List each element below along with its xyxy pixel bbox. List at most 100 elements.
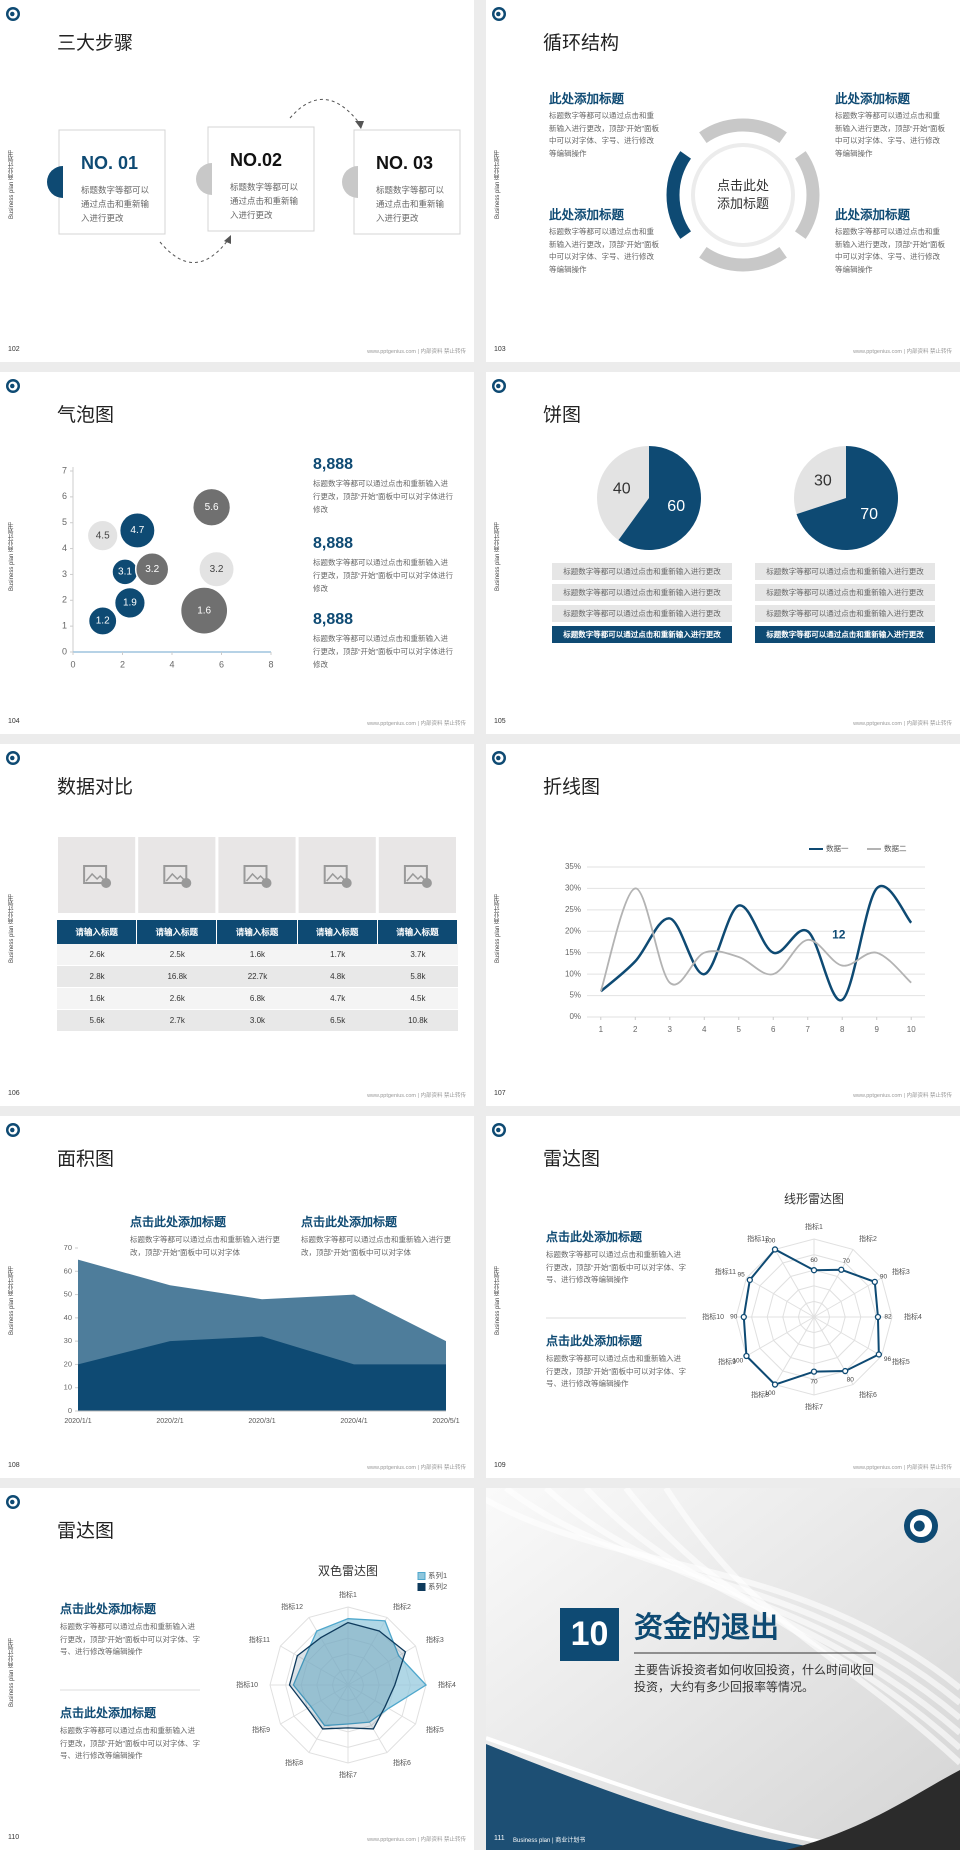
stat-text: 标题数字等都可以通过点击和重新输入进行更改，顶部“开始”面板中可以对字体进行修改 <box>313 479 453 514</box>
item-heading: 此处添加标题 <box>835 92 911 106</box>
y-tick-label: 10 <box>64 1383 72 1392</box>
slide-graphics: 指标1 指标2 指标3 指标4 指标5 指标6 指标7 指标8 指标9 指标10 指标11 指标12 线… <box>492 1123 922 1411</box>
x-tick-label: 10 <box>907 1025 916 1034</box>
cover-wave-black <box>786 1770 960 1850</box>
slide-graphics: 指标1 指标2 指标3 指标4 指标5 指标6 指标7 指标8 指标9 指标10 指标11 指标12 双… <box>6 1495 456 1779</box>
chart-title: 线形雷达图 <box>784 1192 844 1206</box>
x-tick-label: 2 <box>633 1025 638 1034</box>
data-label: 80 <box>847 1376 855 1383</box>
radar-spoke <box>746 1277 815 1318</box>
side-label: Business plan 商业计划书 <box>495 522 501 592</box>
slide: 40 60 30 70 Business plan 商业计划书 105 www.pptgen… <box>486 372 960 734</box>
side-label: Business plan 商业计划书 <box>9 150 15 220</box>
slide-footer: www.pptgenius.com | 内部资料 禁止转传 <box>367 349 466 355</box>
logo <box>904 1509 938 1543</box>
slide-title: 三大步骤 <box>57 33 134 54</box>
block-text: 标题数字等都可以通过点击和重新输入进行更改，顶部“开始”面板中可以对字体 <box>301 1235 451 1257</box>
caption: 标题数字等都可以通过点击和重新输入进行更改 <box>755 563 935 580</box>
x-tick-label: 6 <box>771 1025 776 1034</box>
side-label: Business plan 商业计划书 <box>495 894 501 964</box>
slide-number: 103 <box>494 346 506 353</box>
x-tick-label: 2020/5/1 <box>432 1418 459 1425</box>
step-text: 标题数字等都可以通过点击和重新输入进行更改 <box>376 185 445 223</box>
cycle-arrow <box>699 246 787 272</box>
caption: 标题数字等都可以通过点击和重新输入进行更改 <box>552 584 732 601</box>
arrowhead <box>224 235 231 244</box>
y-tick-label: 1 <box>62 621 67 631</box>
block-text: 标题数字等都可以通过点击和重新输入进行更改，顶部“开始”面板中可以对字体 <box>130 1235 280 1257</box>
radar-point <box>838 1266 845 1273</box>
slide-title: 气泡图 <box>57 405 115 426</box>
image-placeholder <box>378 837 456 913</box>
slide-title: 雷达图 <box>543 1149 601 1170</box>
slide-footer: www.pptgenius.com | 内部资料 禁止转传 <box>853 1093 952 1099</box>
data-label: 96 <box>884 1356 892 1363</box>
logo-core <box>10 383 15 389</box>
slide-number: 102 <box>8 346 20 353</box>
radar-axis-label: 指标12 <box>747 1234 769 1243</box>
y-tick-label: 0 <box>62 646 67 656</box>
center-label: 点击此处添加标题 <box>716 178 769 211</box>
data-label: 60 <box>810 1257 818 1264</box>
slide-title: 数据对比 <box>57 777 134 798</box>
image-icon <box>326 872 347 882</box>
data-label: 90 <box>880 1274 888 1281</box>
image-placeholder <box>138 837 216 913</box>
slide-graphics <box>492 7 820 272</box>
radar-axis-label: 指标7 <box>805 1402 823 1411</box>
logo <box>6 379 20 393</box>
item-heading: 此处添加标题 <box>549 92 625 106</box>
slide: Business plan 商业计划书 106 www.pptgenius.com … <box>0 744 474 1106</box>
x-tick-label: 3 <box>668 1025 673 1034</box>
slide-title: 雷达图 <box>57 1521 115 1542</box>
slide: Business plan 商业计划书 102 www.pptgenius.com … <box>0 0 474 362</box>
radar-axis-label: 指标5 <box>892 1357 910 1366</box>
connector <box>289 99 361 125</box>
cover-wave-blue <box>486 1744 836 1850</box>
radar-axis-label: 指标9 <box>252 1725 270 1734</box>
radar-spoke <box>813 1277 882 1318</box>
x-tick-label: 4 <box>169 659 174 669</box>
block-text: 标题数字等都可以通过点击和重新输入进行更改，顶部“开始”面板中可以对字体、字号、… <box>60 1726 200 1760</box>
x-tick-label: 2020/4/1 <box>340 1418 367 1425</box>
stat-value: 8,888 <box>313 611 354 628</box>
x-tick-label: 2020/2/1 <box>156 1418 183 1425</box>
data-label: 100 <box>732 1358 743 1365</box>
cover-wave-white <box>486 1736 857 1850</box>
radar-axis-label: 指标4 <box>904 1312 922 1321</box>
image-box <box>378 837 456 913</box>
radar-series <box>288 1621 407 1730</box>
logo-core <box>496 383 501 389</box>
caption: 标题数字等都可以通过点击和重新输入进行更改 <box>552 605 732 622</box>
table-cell: 3.0k <box>217 1010 298 1032</box>
data-label: 100 <box>765 1390 776 1397</box>
y-tick-label: 5 <box>62 517 67 527</box>
radar-axis-label: 指标8 <box>285 1758 303 1767</box>
radar-axis-label: 指标11 <box>715 1267 736 1276</box>
step-tab <box>342 166 358 198</box>
radar-point <box>771 1246 779 1253</box>
bubble-label: 1.6 <box>197 605 211 616</box>
cycle-arrow <box>794 151 820 239</box>
radar-series <box>292 1618 428 1727</box>
table-cell: 2.8k <box>57 966 138 988</box>
table-cell: 6.8k <box>217 988 298 1010</box>
block-heading: 点击此处添加标题 <box>301 1215 398 1229</box>
slide-footer: www.pptgenius.com | 内部资料 禁止转传 <box>853 1465 952 1471</box>
image-icon <box>101 878 112 888</box>
connector <box>159 239 229 263</box>
slide-title: 饼图 <box>543 405 582 426</box>
radar-axis-label: 指标8 <box>751 1390 769 1399</box>
radar-axis-label: 指标1 <box>805 1222 823 1231</box>
y-tick-label: 35% <box>565 862 581 871</box>
radar-point <box>810 1368 818 1375</box>
side-label: Business plan 商业计划书 <box>9 1638 15 1708</box>
radar-spoke <box>813 1316 882 1357</box>
radar-axis-label: 指标9 <box>718 1357 736 1366</box>
radar-spoke <box>774 1249 815 1318</box>
table-header: 请输入标题 <box>377 920 458 944</box>
bubble <box>191 487 232 527</box>
bubble-label: 4.7 <box>130 525 144 536</box>
y-tick-label: 0 <box>68 1406 72 1415</box>
